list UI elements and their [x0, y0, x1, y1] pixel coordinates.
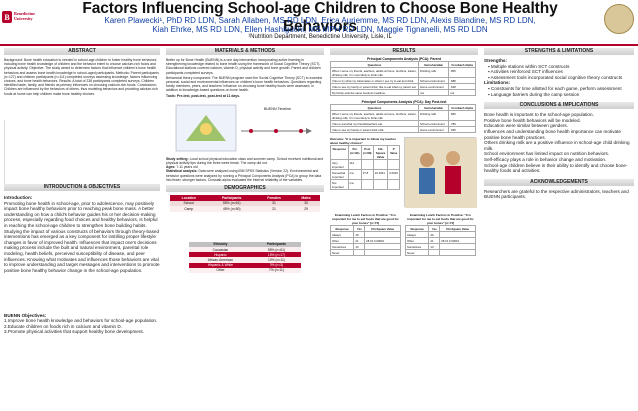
poster-title: Factors Influencing School-age Children …	[82, 0, 558, 35]
table-row: Hispanic 15% (n=17)	[189, 252, 301, 258]
acknowledgements-text: Researchers are grateful to the respecti…	[484, 188, 629, 200]
authors-line-2: Kiah Ehrke, MS RD LDN, Ellen Hashiguchi,…	[152, 25, 488, 34]
table-row: Caucasian 55% (n=61)	[189, 247, 301, 253]
table-row: Very important 112	[330, 159, 400, 170]
results-heading: RESULTS	[330, 48, 478, 55]
methods-text-2: Behavioral theory component: The BUENN p…	[166, 75, 323, 93]
abstract-text: Background: Bone health education is nee…	[4, 58, 159, 96]
methods-heading: MATERIALS & METHODS	[166, 48, 324, 55]
lunch-title-2: Examining Lunch Factors in Positive: "It…	[407, 213, 474, 225]
column-4: STRENGTHS & LIMITATIONS Strengths: ▪ Mul…	[484, 48, 634, 200]
conclusion-8: School-age children believe in their abi…	[484, 162, 628, 174]
demographics-table: Location Participants Females Males School 5…	[170, 195, 320, 212]
conclusion-7: Self-efficacy plays a role in behavior c…	[484, 156, 607, 162]
pca-post-table: Questions Items/variable Cronbach Alpha Wh…	[330, 104, 476, 133]
conclusion-5: Others drinking milk are a positive infl…	[484, 140, 630, 151]
lunch-table-2: Response Yes Chi-Square Value Always 49 Oft…	[404, 225, 476, 256]
strengths-label: Strengths:	[484, 58, 507, 63]
strength-3: ▪ Assessment tools incorporated social c…	[488, 74, 623, 80]
table-row: Somewhat important n/a 37.8 10.4931 0.0003	[330, 169, 400, 180]
conclusion-6: School environment has limited impact on…	[484, 151, 610, 157]
table-row: When I serve my friends, teachers, adult…	[330, 67, 476, 78]
pca-post-title: Principal Components Analysis (PCA): Day…	[361, 100, 447, 104]
table-row: Not important n/a	[330, 179, 400, 190]
column-1: ABSTRACT Background: Bone health educati…	[4, 48, 160, 335]
objective-1: 1.Improve bone health knowledge and beha…	[4, 318, 158, 324]
lunch-table-1: Response Yes Chi-Square Value Always 49 Oft…	[329, 225, 401, 256]
pca-parent-title: Principal Components Analysis (PCA): Par…	[367, 57, 441, 61]
column-2: MATERIALS & METHODS Better up for Bone H…	[166, 48, 324, 273]
poster-header: B Benedictine University Factors Influen…	[0, 0, 638, 40]
header-divider	[0, 44, 638, 46]
limitation-2: ▪ Language barriers during the camp sess…	[488, 91, 580, 97]
table-row: When I serve my friends, teachers, adult…	[330, 110, 476, 121]
table-header-row: Ethnicity Participants	[189, 241, 301, 248]
limitations-label: Limitations:	[484, 80, 511, 86]
table-header-row: Location Participants Females Males	[170, 195, 320, 201]
strength-2: ▪ Activities reinforced SCT influences	[488, 69, 563, 75]
intro-heading: INTRODUCTION & OBJECTIVES	[4, 184, 160, 191]
table-row: Never	[329, 249, 401, 256]
abstract-whitespace	[4, 120, 160, 184]
strengths-heading: STRENGTHS & LIMITATIONS	[484, 48, 634, 55]
author-list: Karen Plawecki¹, PhD RD LDN, Sarah Allab…	[60, 16, 580, 34]
timeline-figure: BUENN Timeline	[166, 101, 324, 155]
study-ages: Ages: 7-11 years old	[166, 165, 198, 170]
demographics-heading: DEMOGRAPHICS	[166, 185, 324, 193]
methods-tools: Tools: Pre-test, post-test, post-test at…	[166, 93, 240, 98]
timeline-caption: BUENN Timeline	[264, 106, 291, 111]
limitation-1: ▪ Constraints for time allotted for each…	[488, 85, 622, 91]
teacher-outcome: Outcome: "It is important to follow my t…	[330, 137, 400, 207]
conclusion-4: Influences and understanding bone health…	[484, 128, 621, 140]
objective-2: 2.Educate children on foods rich in calc…	[4, 323, 122, 329]
teacher-outcome-title: Outcome: "It is important to follow my t…	[330, 137, 396, 145]
intro-label: Introduction:	[4, 195, 33, 200]
objective-3: 3.Promote physical activities that suppo…	[4, 329, 144, 335]
column-3: RESULTS Principal Components Analysis (P…	[329, 48, 478, 256]
table-header-row: Response Pre (n=111) Post (n=98) Chi-Square…	[330, 145, 400, 160]
lunch-block-2: Examining Lunch Factors in Positive: "It…	[404, 213, 476, 256]
children-photo	[404, 137, 477, 208]
table-row: School 55% (n=61) 31 30	[170, 200, 320, 207]
strength-1: ▪ Multiple stations within SCT construct…	[488, 63, 570, 69]
affiliation: ¹Nutrition Department, Benedictine Unive…	[248, 34, 392, 40]
children-photo-drawing	[405, 138, 477, 208]
table-row: Never	[404, 249, 476, 256]
table-row: African-American 10% (n=11)	[189, 257, 301, 263]
table-row: Hispanic & White 3% (n=3)	[189, 262, 301, 268]
abstract-heading: ABSTRACT	[4, 48, 160, 55]
conclusion-3: Education were similar between genders.	[484, 123, 569, 129]
table-row: My family eats the same foods at mealtim…	[330, 89, 476, 96]
university-logo: B Benedictine University	[2, 10, 48, 24]
objectives-label: BUENN Objectives:	[4, 312, 47, 318]
lunch-tables: Examining Lunch Factors in Positive: "It…	[329, 213, 478, 256]
shield-icon: B	[2, 11, 13, 23]
study-setting: Study setting: Local school physical edu…	[166, 156, 324, 166]
methods-text-1: Better up for Bone Health (BUENN) is a o…	[166, 58, 321, 75]
results-lower: Outcome: "It is important to follow my t…	[330, 137, 478, 208]
university-name: Benedictine University	[14, 11, 35, 21]
table-row: Camp 45% (n=50) 21 29	[170, 206, 320, 212]
acknowledgements-heading: ACKNOWLEDGEMENTS	[484, 178, 634, 186]
table-row: Other 7% (n=11)	[189, 267, 301, 273]
table-row: I like to eat what my friends/teachers e…	[330, 120, 476, 127]
ethnicity-table: Ethnicity Participants Caucasian 55% (n=61…	[189, 241, 301, 273]
authors-line-1: Karen Plawecki¹, PhD RD LDN, Sarah Allab…	[104, 16, 536, 25]
conclusion-1: Bone health is important to the school-a…	[484, 112, 594, 118]
seal-icon	[604, 4, 634, 34]
pca-parent-table: Questions Items/variable Cronbach Alpha Wh…	[330, 61, 476, 96]
statistical-analysis: Statistical analysis: Data were analyzed…	[166, 169, 322, 182]
conclusion-2: Positive bone health behaviors will be m…	[484, 117, 581, 123]
timeline-diagram	[175, 104, 312, 152]
teacher-outcome-table: Response Pre (n=111) Post (n=98) Chi-Square…	[330, 145, 400, 190]
conclusions-heading: CONCLUSIONS & IMPLICATIONS	[484, 102, 634, 110]
lunch-block-1: Examining Lunch Factors in Positive: "It…	[329, 213, 401, 256]
lunch-title-1: Examining Lunch Factors in Positive: "It…	[332, 213, 399, 225]
table-row: I like to see my family or parent drink …	[330, 126, 476, 133]
intro-text: Promoting bone health in school-age, pri…	[4, 200, 160, 273]
